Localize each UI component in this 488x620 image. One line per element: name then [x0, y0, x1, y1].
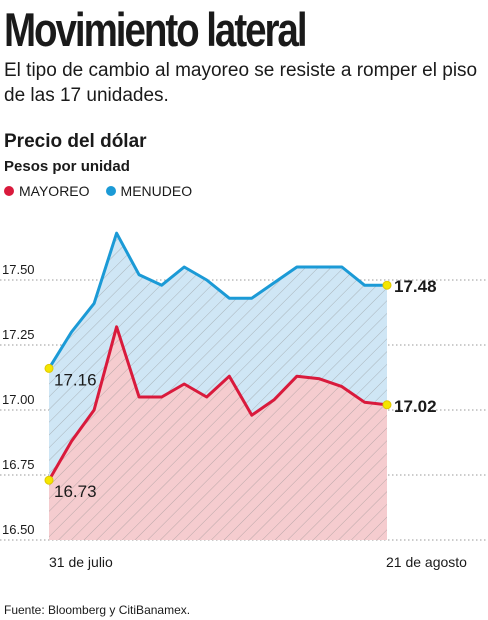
chart-labels: 17.50 17.25 17.00 16.75 16.50 31 de julio 21 d… [2, 262, 467, 570]
y-tick-label: 17.00 [2, 392, 35, 407]
y-tick-label: 17.50 [2, 262, 35, 277]
value-label: 17.48 [394, 277, 437, 296]
y-tick-label: 16.50 [2, 522, 35, 537]
chart-title: Precio del dólar [4, 131, 147, 152]
x-tick-label-end: 21 de agosto [386, 554, 467, 570]
value-label: 17.16 [54, 370, 97, 389]
chart-endpoints [44, 280, 392, 485]
y-tick-label: 17.25 [2, 327, 35, 342]
legend-label-mayoreo: MAYOREO [19, 183, 90, 199]
y-tick-label: 16.75 [2, 457, 35, 472]
value-label: 16.73 [54, 482, 97, 501]
mayoreo-line [47, 325, 388, 481]
endpoint-marker [44, 475, 54, 485]
chart-subtitle: El tipo de cambio al mayoreo se resiste … [4, 60, 478, 106]
menudeo-line [47, 231, 387, 370]
value-label: 17.02 [394, 397, 437, 416]
chart-lines [47, 231, 388, 481]
legend-swatch-mayoreo [4, 186, 14, 196]
legend-label-menudeo: MENUDEO [120, 183, 193, 199]
endpoint-marker [382, 400, 392, 410]
menudeo-area-hatch [49, 233, 387, 481]
chart-legend: MAYOREO MENUDEO [4, 183, 208, 199]
endpoint-marker [44, 363, 54, 373]
endpoint-marker [382, 280, 392, 290]
chart-headline: Movimiento lateral [4, 3, 308, 56]
chart-units-label: Pesos por unidad [4, 158, 130, 175]
legend-item-menudeo: MENUDEO [105, 183, 193, 199]
x-tick-label-start: 31 de julio [49, 554, 113, 570]
legend-item-mayoreo: MAYOREO [4, 183, 90, 199]
source-note: Fuente: Bloomberg y CitiBanamex. [4, 603, 191, 617]
legend-swatch-menudeo [105, 186, 116, 196]
